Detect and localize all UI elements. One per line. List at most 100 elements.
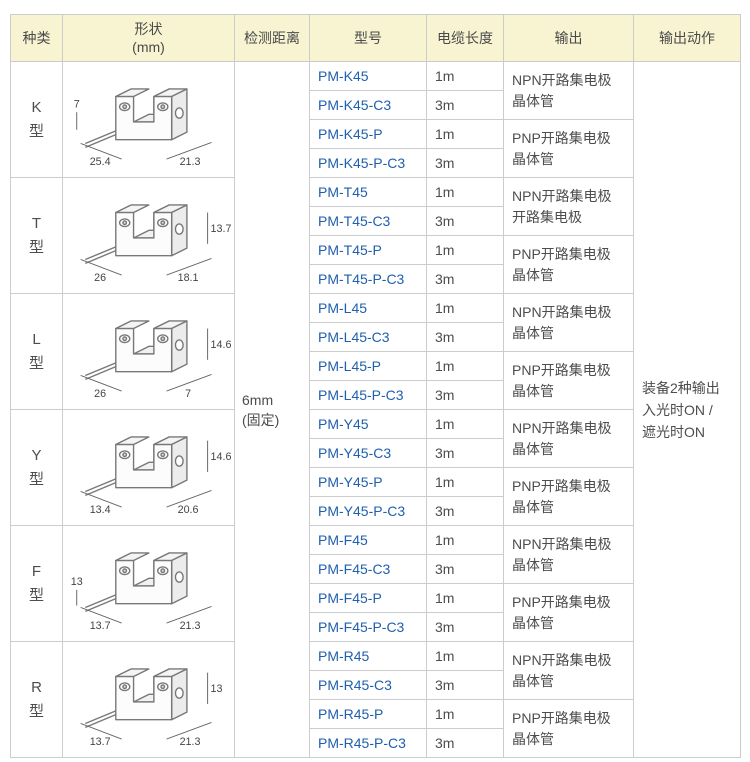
- model-cell: PM-R45: [309, 641, 427, 671]
- type-letter: K: [31, 98, 42, 116]
- table-row: PM-Y45-C3 3m: [11, 438, 741, 468]
- model-link[interactable]: PM-F45: [318, 532, 368, 548]
- model-cell: PM-T45-P-C3: [309, 264, 427, 294]
- model-link[interactable]: PM-Y45-P: [318, 474, 383, 490]
- type-kanji: 型: [28, 470, 44, 488]
- cable-cell: 3m: [426, 264, 504, 294]
- output-line2: 晶体管: [512, 150, 554, 167]
- table-row: T 型 13.7 26 18.1 PM-T45 1m: [10, 177, 741, 294]
- dim-right: 7: [185, 387, 191, 399]
- shape-cell-f: 13 13.7 21.3: [62, 525, 235, 642]
- cable-cell: 1m: [426, 61, 504, 91]
- cable-cell: 3m: [426, 206, 504, 236]
- model-cell: PM-Y45-P-C3: [309, 496, 427, 526]
- model-cell: PM-T45-P: [309, 235, 427, 265]
- model-cell: PM-R45-C3: [309, 670, 427, 700]
- model-link[interactable]: PM-F45-P: [318, 590, 382, 606]
- dim-side: 13: [210, 683, 222, 695]
- dim-right: 21.3: [179, 619, 200, 631]
- table-row: R 型 13 13.7 21.3 PM-R45 1m: [10, 641, 741, 758]
- model-link[interactable]: PM-Y45: [318, 416, 369, 432]
- model-link[interactable]: PM-R45-C3: [318, 677, 392, 693]
- header-type: 种类: [10, 14, 63, 62]
- model-cell: PM-F45: [309, 525, 427, 555]
- model-link[interactable]: PM-L45: [318, 300, 368, 316]
- dim-side: 14.6: [210, 339, 231, 351]
- model-link[interactable]: PM-Y45-C3: [318, 445, 392, 461]
- model-link[interactable]: PM-T45: [318, 184, 368, 200]
- action-line1: 装备2种输出: [642, 379, 720, 396]
- model-cell: PM-L45: [309, 293, 427, 323]
- header-action: 输出动作: [633, 14, 741, 62]
- model-link[interactable]: PM-L45-C3: [318, 329, 390, 345]
- cable-cell: 3m: [426, 438, 504, 468]
- model-link[interactable]: PM-L45-P-C3: [318, 387, 404, 403]
- output-line1: NPN开路集电极: [512, 303, 612, 320]
- model-cell: PM-Y45: [309, 409, 427, 439]
- model-cell: PM-L45-P: [309, 351, 427, 381]
- type-cell-k: K 型: [10, 61, 63, 178]
- model-cell: PM-R45-P: [309, 699, 427, 729]
- output-pnp-cell: PNP开路集电极 晶体管: [503, 351, 634, 410]
- model-link[interactable]: PM-F45-C3: [318, 561, 391, 577]
- dim-side: 13: [70, 575, 82, 587]
- model-link[interactable]: PM-F45-P-C3: [318, 619, 405, 635]
- dim-left: 13.7: [89, 619, 110, 631]
- type-kanji: 型: [28, 354, 44, 372]
- model-link[interactable]: PM-R45-P: [318, 706, 384, 722]
- dim-left: 13.4: [89, 503, 110, 515]
- model-link[interactable]: PM-T45-P: [318, 242, 382, 258]
- dim-left: 13.7: [89, 735, 110, 747]
- dim-side: 14.6: [210, 451, 231, 463]
- cable-cell: 1m: [426, 235, 504, 265]
- output-line1: PNP开路集电极: [512, 593, 611, 610]
- shape-cell-k: 7 25.4 21.3: [62, 61, 235, 178]
- action-line2: 入光时ON /: [642, 401, 713, 418]
- output-npn-cell: NPN开路集电极 开路集电极: [503, 177, 634, 236]
- model-link[interactable]: PM-K45-C3: [318, 97, 392, 113]
- output-line2: 晶体管: [512, 730, 554, 747]
- table-row: PM-L45-P-C3 3m: [11, 380, 741, 410]
- cable-cell: 1m: [426, 641, 504, 671]
- cable-cell: 1m: [426, 119, 504, 149]
- type-kanji: 型: [28, 586, 44, 604]
- cable-cell: 1m: [426, 583, 504, 613]
- output-pnp-cell: PNP开路集电极 晶体管: [503, 235, 634, 294]
- table-row: Y 型 14.6 13.4 20.6 PM-Y45 1m: [10, 409, 741, 526]
- model-link[interactable]: PM-T45-C3: [318, 213, 391, 229]
- output-pnp-cell: PNP开路集电极 晶体管: [503, 583, 634, 642]
- model-link[interactable]: PM-K45-P: [318, 126, 383, 142]
- type-kanji: 型: [28, 238, 44, 256]
- model-link[interactable]: PM-K45: [318, 68, 369, 84]
- model-cell: PM-K45: [309, 61, 427, 91]
- model-cell: PM-K45-P: [309, 119, 427, 149]
- cable-cell: 3m: [426, 670, 504, 700]
- cable-cell: 3m: [426, 554, 504, 584]
- header-shape-line1: 形状: [134, 21, 163, 37]
- output-line1: PNP开路集电极: [512, 361, 611, 378]
- model-link[interactable]: PM-T45-P-C3: [318, 271, 405, 287]
- model-link[interactable]: PM-R45-P-C3: [318, 735, 406, 751]
- sensor-shape-y-drawing: 14.6 13.4 20.6: [79, 435, 231, 515]
- output-pnp-cell: PNP开路集电极 晶体管: [503, 699, 634, 758]
- table-header-row: 种类 形状 (mm) 检测距离 型号 电缆长度 输出 输出动作: [10, 14, 741, 62]
- type-letter: F: [31, 562, 42, 580]
- output-line2: 晶体管: [512, 498, 554, 515]
- model-link[interactable]: PM-R45: [318, 648, 370, 664]
- output-npn-cell: NPN开路集电极 晶体管: [503, 641, 634, 700]
- cable-cell: 1m: [426, 525, 504, 555]
- output-line2: 晶体管: [512, 440, 554, 457]
- output-line1: PNP开路集电极: [512, 477, 611, 494]
- model-link[interactable]: PM-L45-P: [318, 358, 382, 374]
- type-letter: R: [31, 678, 42, 696]
- model-link[interactable]: PM-K45-P-C3: [318, 155, 406, 171]
- sensor-shape-t-drawing: 13.7 26 18.1: [79, 203, 231, 283]
- output-pnp-cell: PNP开路集电极 晶体管: [503, 467, 634, 526]
- type-kanji: 型: [28, 702, 44, 720]
- model-link[interactable]: PM-Y45-P-C3: [318, 503, 406, 519]
- dim-right: 21.3: [179, 735, 200, 747]
- header-shape-line2: (mm): [132, 39, 165, 55]
- table-row: PM-Y45-P-C3 3m: [11, 496, 741, 526]
- output-line1: NPN开路集电极: [512, 71, 612, 88]
- dim-right: 20.6: [177, 503, 198, 515]
